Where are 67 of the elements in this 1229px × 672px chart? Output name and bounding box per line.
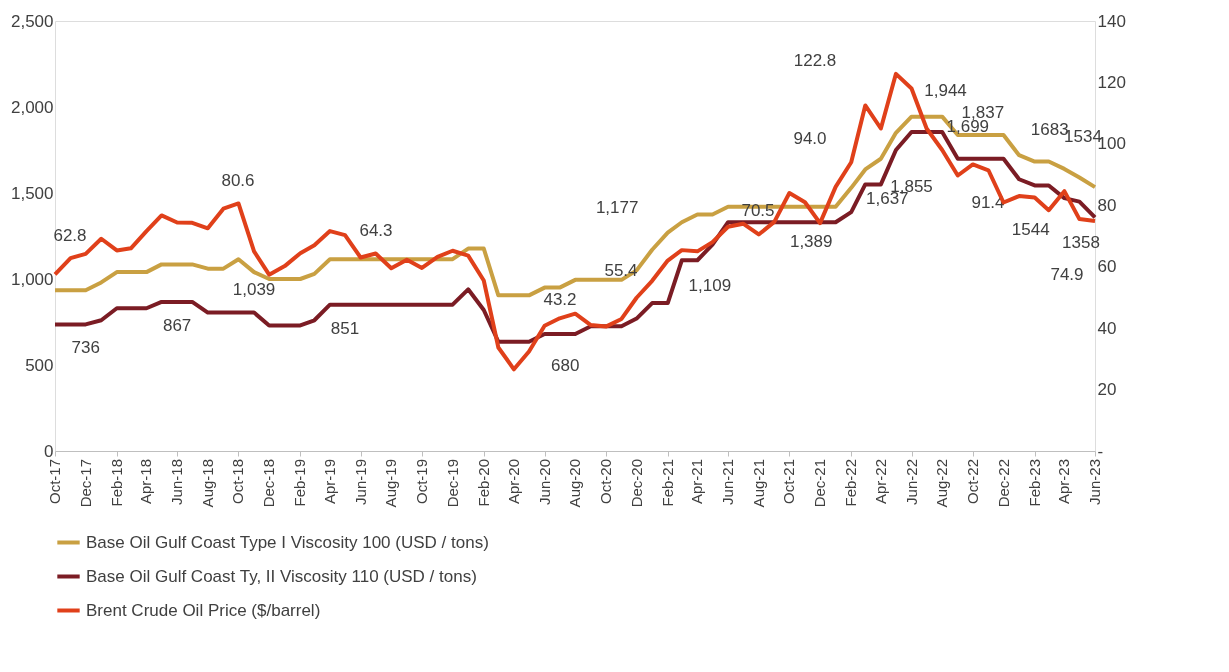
x-tick-label: Oct-20 [596,459,614,505]
x-tick-label: Apr-18 [137,459,155,505]
x-tick-label: Dec-19 [443,459,461,508]
y2-tick-label: 140 [1097,11,1126,31]
annotation: 1358 [1062,233,1100,253]
annotation: 1,389 [789,232,833,252]
x-tick-label: Oct-19 [412,459,430,505]
x-tick-label: Aug-22 [933,459,951,508]
annotation: 867 [162,315,192,335]
x-tick-label: Aug-20 [566,459,584,508]
annotation: 43.2 [543,290,577,309]
x-tick-label: Aug-19 [382,459,400,508]
annotation: 62.8 [53,226,87,245]
legend-label: Brent Crude Oil Price ($/barrel) [86,600,321,620]
x-tick-label: Apr-22 [871,459,889,505]
annotation: 74.9 [1050,265,1084,284]
legend-label: Base Oil Gulf Coast Type I Viscosity 100 (USD / tons) [86,532,489,552]
x-tick-label: Feb-21 [658,459,676,507]
y2-tick-label: 80 [1097,195,1117,215]
x-tick-label: Jun-22 [902,459,920,505]
annotation: 80.6 [221,171,255,190]
x-tick-label: Jun-23 [1086,459,1103,505]
x-tick-label: Apr-20 [504,459,522,505]
x-tick-label: Jun-20 [535,459,553,505]
x-tick-label: Oct-22 [963,459,981,505]
x-tick-label: Jun-21 [719,459,737,505]
x-tick-label: Dec-22 [994,459,1012,508]
x-tick-label: Aug-18 [198,459,216,508]
annotation: 680 [551,356,580,376]
x-tick-label: Apr-23 [1055,459,1073,505]
annotation: 736 [71,338,100,358]
x-tick-label: Feb-20 [474,459,492,507]
y-tick-label: 1,000 [10,269,54,289]
annotation: 1,109 [688,276,732,296]
x-tick-label: Apr-19 [320,459,338,505]
x-tick-label: Oct-17 [46,459,63,505]
annotation: 1544 [1011,220,1050,240]
y2-tick-label: 40 [1097,318,1117,338]
x-tick-label: Feb-19 [291,459,309,507]
y2-tick-label: 120 [1097,72,1126,92]
x-tick-label: Feb-22 [842,459,860,507]
annotation: 122.8 [793,51,837,70]
legend-label: Base Oil Gulf Coast Ty, II Viscosity 110 (USD / tons) [86,566,477,586]
y-tick-label: 1,500 [10,183,54,203]
annotation: 64.3 [359,221,393,240]
annotation: 1,177 [595,197,639,217]
x-tick-label: Feb-18 [107,459,125,507]
y-tick-label: 2,500 [10,11,54,31]
x-tick-label: Feb-23 [1025,459,1043,507]
x-tick-label: Jun-18 [168,459,186,505]
y-tick-label: 500 [25,355,54,375]
x-tick-label: Dec-20 [627,459,645,508]
x-tick-label: Aug-21 [749,459,767,508]
annotation: 94.0 [793,129,827,148]
y-tick-label: 2,000 [10,97,54,117]
annotation: 1,944 [924,80,967,100]
x-tick-label: Jun-19 [351,459,369,505]
x-tick-label: Apr-21 [688,459,706,505]
annotation: 851 [330,318,360,338]
y2-tick-label: 60 [1097,257,1117,277]
x-tick-label: Dec-17 [76,459,94,508]
x-tick-label: Dec-21 [811,459,829,508]
x-tick-label: Oct-18 [229,459,247,505]
y2-tick-label: 20 [1097,380,1117,400]
annotation: 1,039 [232,280,276,300]
x-tick-label: Dec-18 [260,459,278,508]
x-tick-label: Oct-21 [780,459,798,505]
